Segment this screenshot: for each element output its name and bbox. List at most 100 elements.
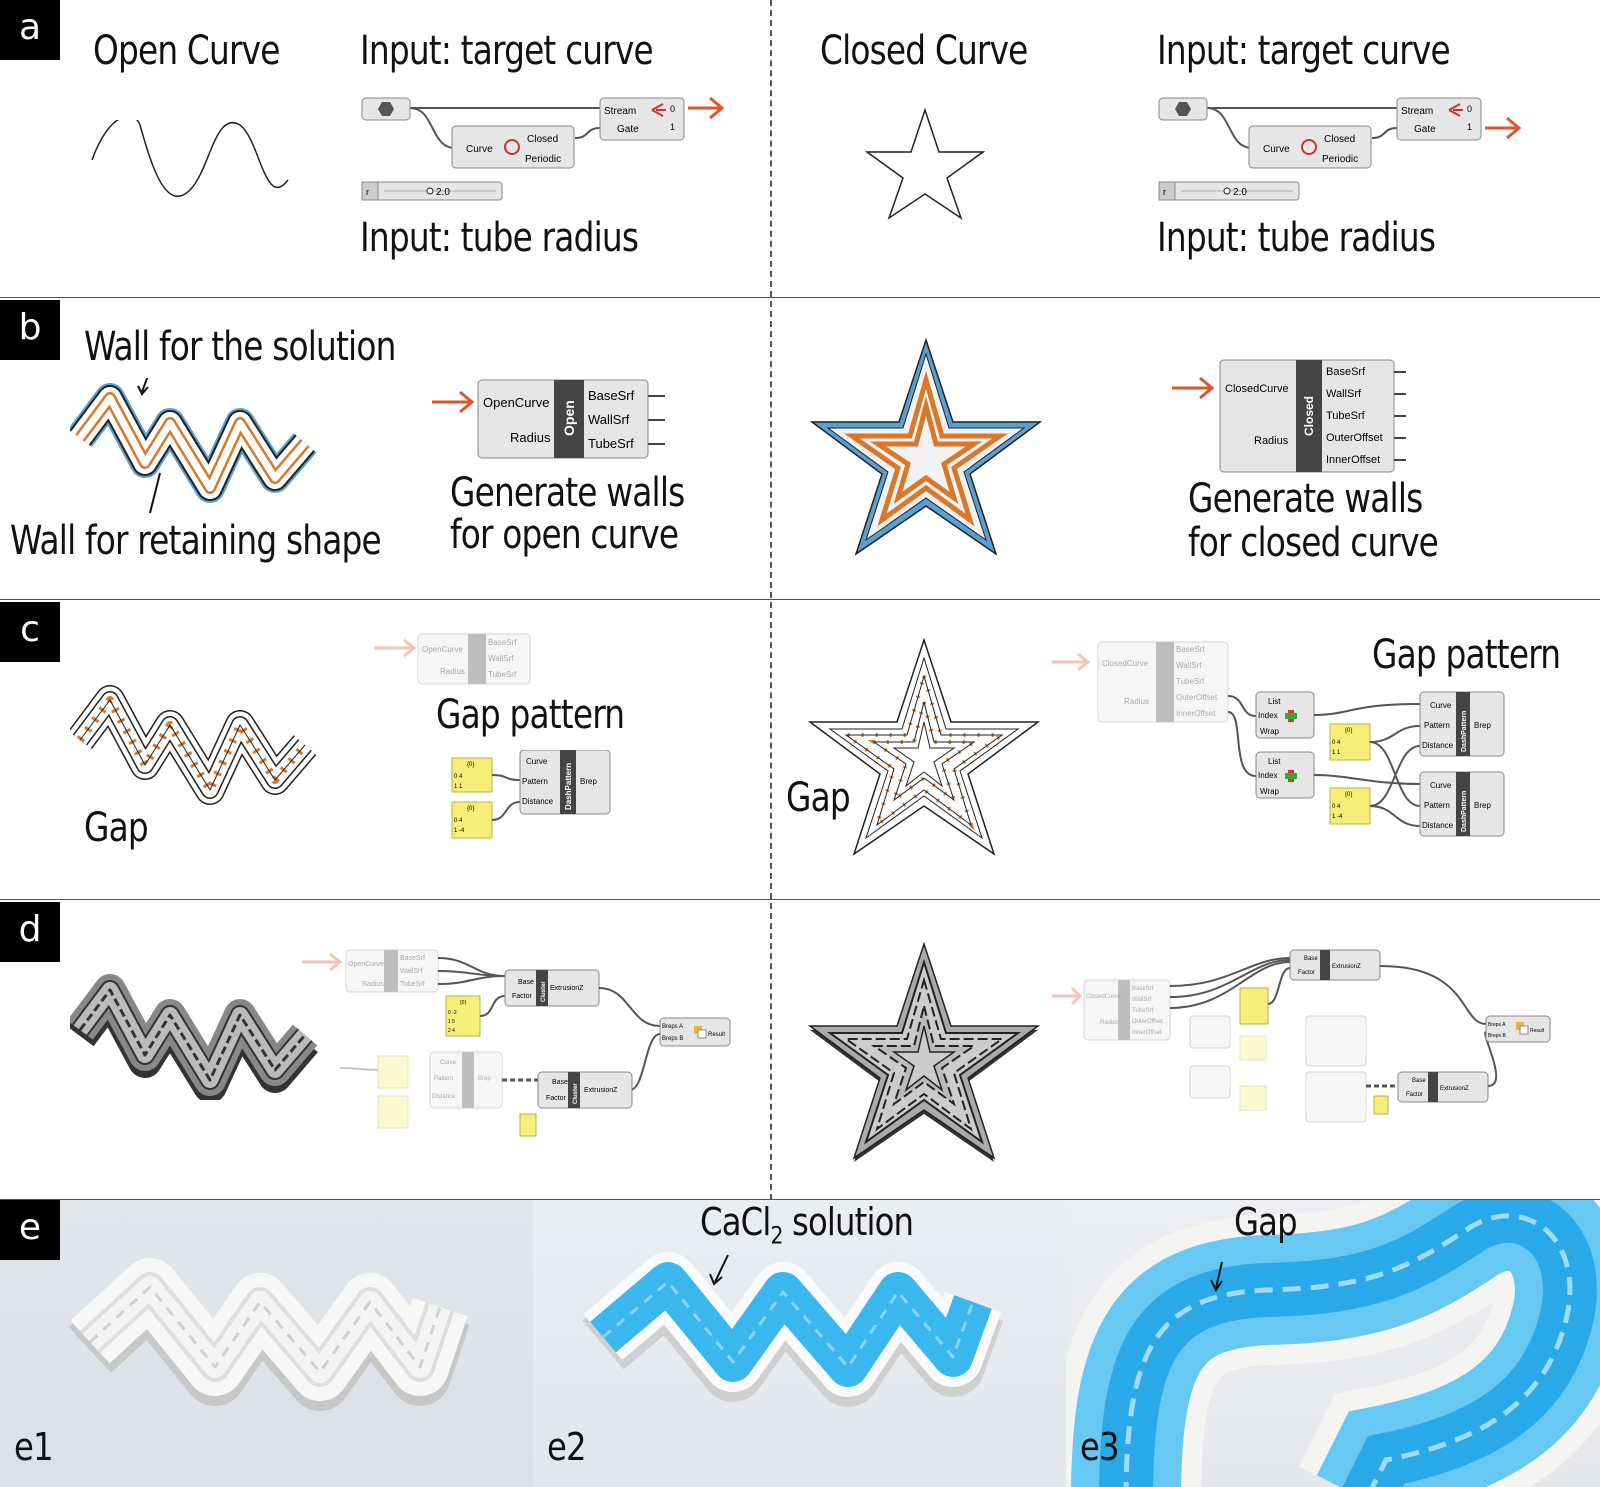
closed-curve-title: Closed Curve — [820, 28, 1028, 74]
svg-text:Wrap: Wrap — [1260, 727, 1280, 736]
output-arrow-icon — [1485, 116, 1522, 140]
svg-text:Radius: Radius — [1100, 1020, 1119, 1026]
svg-text:Distance: Distance — [432, 1094, 456, 1100]
svg-text:0 4: 0 4 — [454, 818, 463, 824]
printed-wave-white — [69, 1258, 470, 1411]
solution-label-tail: solution — [782, 1200, 914, 1244]
svg-text:Pattern: Pattern — [434, 1076, 453, 1082]
divider-cd — [0, 899, 1600, 900]
gen-closed-2: for closed curve — [1188, 520, 1439, 566]
extrusion-graph-left: OpenCurve Radius BaseSrf WallSrf TubeSrf… — [302, 949, 731, 1137]
closed-node: ClosedCurve Radius Closed BaseSrf WallSr… — [1172, 359, 1406, 473]
wall-solution-label: Wall for the solution — [84, 324, 396, 370]
svg-text:WallSrf: WallSrf — [1176, 661, 1202, 670]
svg-text:Radius: Radius — [1124, 697, 1149, 706]
svg-text:OpenCurve: OpenCurve — [348, 961, 384, 968]
svg-text:OpenCurve: OpenCurve — [483, 395, 549, 410]
svg-text:Distance: Distance — [1422, 741, 1454, 750]
input-arrow-icon — [432, 390, 475, 414]
gap-label-photo: Gap — [1234, 1200, 1298, 1244]
svg-text:Breps A: Breps A — [662, 1024, 683, 1030]
svg-text:WallSrf: WallSrf — [1326, 388, 1362, 400]
svg-text:0 4: 0 4 — [454, 774, 463, 780]
output-arrow-icon — [688, 96, 725, 120]
extrusion-graph-right: ClosedCurve Radius BaseSrf WallSrf TubeS… — [1052, 949, 1551, 1123]
photo-e3: e3 Gap — [1051, 1141, 1600, 1487]
svg-text:Open: Open — [561, 400, 577, 436]
svg-text:Periodic: Periodic — [525, 154, 561, 165]
svg-text:0 4: 0 4 — [1332, 804, 1341, 810]
open-walls-drawing — [70, 378, 317, 514]
svg-text:Closed: Closed — [527, 134, 558, 145]
svg-text:1: 1 — [1467, 122, 1472, 132]
svg-text:Pattern: Pattern — [1424, 801, 1450, 810]
wall-retaining-label: Wall for retaining shape — [10, 518, 382, 564]
gen-closed-1: Generate walls — [1188, 476, 1423, 522]
svg-text:Result: Result — [1530, 1028, 1545, 1034]
svg-text:InnerOffset: InnerOffset — [1176, 709, 1216, 718]
svg-text:Closed: Closed — [1302, 396, 1316, 436]
svg-text:r: r — [366, 187, 369, 197]
vertical-divider — [770, 0, 772, 1200]
svg-text:Radius: Radius — [440, 667, 465, 676]
svg-text:Stream: Stream — [604, 106, 636, 117]
svg-text:Index: Index — [1258, 771, 1278, 780]
svg-text:Curve: Curve — [526, 757, 548, 766]
svg-text:1 -4: 1 -4 — [454, 828, 465, 834]
closed-curve-star — [865, 108, 985, 220]
panel-tag-d: d — [0, 902, 60, 962]
svg-text:2.0: 2.0 — [436, 187, 450, 198]
svg-text:1 -4: 1 -4 — [1332, 814, 1343, 820]
svg-text:2.0: 2.0 — [1233, 187, 1247, 198]
svg-text:BaseSrf: BaseSrf — [488, 638, 517, 647]
panel-d: d OpenCurve Radius BaseSrf WallSrf TubeS… — [0, 900, 1600, 1200]
svg-text:Base: Base — [552, 1079, 568, 1086]
divider-bc — [0, 599, 1600, 600]
open-node: OpenCurve Radius Open BaseSrf WallSrf Tu… — [432, 379, 665, 459]
hexagon-icon — [378, 102, 394, 116]
svg-text:BaseSrf: BaseSrf — [1132, 986, 1154, 992]
divider-de — [0, 1199, 1600, 1200]
dash-pattern-left: {0} 0 4 1 1 {0} 0 4 1 -4 Curve Pattern D… — [451, 750, 611, 839]
open-curve-sine — [91, 120, 289, 198]
svg-text:ExtrusionZ: ExtrusionZ — [550, 985, 584, 992]
svg-text:Curve: Curve — [466, 144, 493, 155]
svg-text:TubeSrf: TubeSrf — [1176, 677, 1205, 686]
svg-text:Brep: Brep — [1474, 801, 1491, 810]
svg-text:2 4: 2 4 — [448, 1028, 455, 1034]
svg-text:DashPattern: DashPattern — [1461, 711, 1468, 752]
svg-text:Base: Base — [1412, 1078, 1426, 1084]
svg-text:InnerOffset: InnerOffset — [1132, 1030, 1162, 1036]
svg-text:Result: Result — [708, 1032, 725, 1038]
svg-text:Breps A: Breps A — [1488, 1022, 1506, 1028]
hexagon-icon — [1175, 102, 1191, 116]
svg-text:BaseSrf: BaseSrf — [1176, 645, 1205, 654]
svg-text:{0}: {0} — [467, 762, 474, 768]
svg-text:0: 0 — [670, 104, 675, 114]
input-target-right: Input: target curve — [1157, 28, 1451, 74]
svg-text:TubeSrf: TubeSrf — [1326, 410, 1366, 422]
svg-text:Radius: Radius — [510, 430, 551, 445]
svg-text:Wrap: Wrap — [1260, 787, 1280, 796]
svg-text:{0}: {0} — [467, 806, 474, 812]
panel-tag-a: a — [0, 0, 60, 60]
svg-text:Distance: Distance — [1422, 821, 1454, 830]
svg-text:Curve: Curve — [1430, 781, 1452, 790]
svg-text:Curve: Curve — [1263, 144, 1290, 155]
svg-text:ClosedCurve: ClosedCurve — [1086, 994, 1121, 1000]
svg-text:List: List — [1268, 757, 1281, 766]
svg-text:Closed: Closed — [1324, 134, 1355, 145]
svg-text:BaseSrf: BaseSrf — [400, 955, 425, 962]
input-radius-left: Input: tube radius — [360, 215, 639, 261]
gen-open-2: for open curve — [450, 512, 679, 558]
svg-text:r: r — [1163, 187, 1166, 197]
svg-text:1 5: 1 5 — [448, 1019, 455, 1025]
svg-text:Radius: Radius — [1254, 435, 1289, 447]
photo-label-e2: e2 — [547, 1425, 587, 1469]
svg-text:WallSrf: WallSrf — [588, 412, 630, 427]
svg-text:Base: Base — [518, 979, 534, 986]
svg-text:1 1: 1 1 — [1332, 750, 1341, 756]
svg-text:OuterOffset: OuterOffset — [1326, 432, 1383, 444]
svg-text:Cluster: Cluster — [573, 1083, 579, 1104]
svg-text:{0}: {0} — [1345, 792, 1352, 798]
